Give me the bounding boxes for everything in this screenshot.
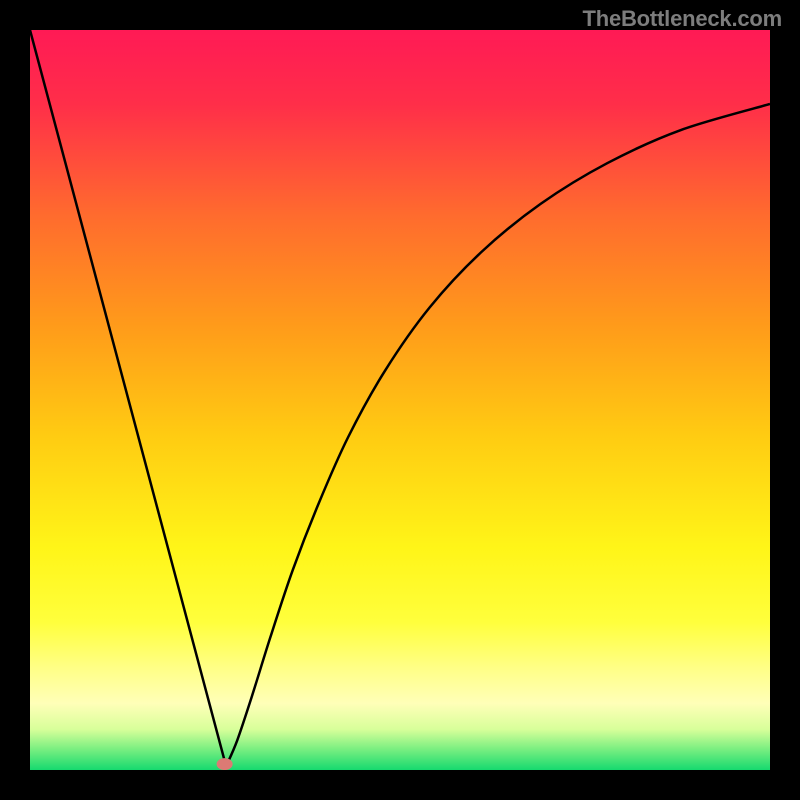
chart-container: TheBottleneck.com [0,0,800,800]
plot-area [30,30,770,770]
valley-marker [217,758,233,770]
plot-svg [30,30,770,770]
gradient-background [30,30,770,770]
watermark-text: TheBottleneck.com [582,6,782,32]
